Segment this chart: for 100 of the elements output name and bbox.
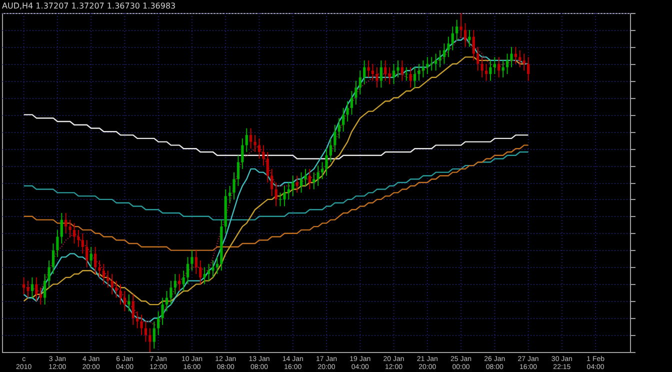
candlestick xyxy=(498,56,500,78)
candlestick xyxy=(165,290,168,312)
candlestick xyxy=(456,19,458,41)
candlestick xyxy=(502,60,504,78)
candlestick xyxy=(480,56,484,78)
candlestick xyxy=(22,276,26,295)
candlestick xyxy=(447,36,450,58)
candlestick xyxy=(152,320,156,350)
candlestick xyxy=(86,240,88,268)
candlestick xyxy=(161,297,164,326)
candlestick xyxy=(527,56,530,82)
candlestick xyxy=(64,212,68,234)
candlestick xyxy=(232,172,236,200)
candlestick xyxy=(514,46,517,64)
candlestick xyxy=(510,46,513,68)
candlestick xyxy=(102,263,105,285)
candlestick xyxy=(157,310,160,336)
candlestick xyxy=(119,284,122,306)
candlestick xyxy=(413,66,416,88)
candlestick xyxy=(170,280,172,306)
candlestick xyxy=(203,266,206,285)
candlestick xyxy=(522,53,526,72)
candlestick xyxy=(128,294,130,312)
candlestick xyxy=(236,154,240,186)
candlestick xyxy=(354,80,358,106)
candlestick xyxy=(283,185,286,207)
candlestick xyxy=(186,256,190,285)
candlestick xyxy=(110,274,114,295)
candlestick xyxy=(254,134,256,152)
candlestick xyxy=(241,138,244,170)
candlestick xyxy=(26,280,30,298)
candlestick xyxy=(115,280,118,298)
candlestick xyxy=(300,172,303,194)
candlestick xyxy=(216,256,219,275)
candlestick xyxy=(90,246,92,268)
candlestick xyxy=(98,260,101,278)
candlestick xyxy=(132,294,134,326)
candlestick xyxy=(468,29,471,48)
candlestick xyxy=(388,66,391,85)
candlestick xyxy=(464,22,467,48)
candlestick xyxy=(430,56,434,72)
candlestick xyxy=(212,260,214,278)
candlestick xyxy=(174,274,176,295)
candlestick xyxy=(270,168,274,197)
candlestick xyxy=(442,43,446,64)
candlestick xyxy=(245,128,248,152)
candlestick xyxy=(518,50,522,68)
candlestick xyxy=(292,175,294,197)
candlestick xyxy=(312,172,316,190)
candlestick xyxy=(484,63,488,82)
candlestick xyxy=(250,128,252,150)
candlestick xyxy=(94,246,97,275)
candlestick xyxy=(207,263,210,282)
candlestick xyxy=(346,100,349,122)
candlestick xyxy=(367,60,370,78)
candlestick xyxy=(308,168,311,190)
candlestick xyxy=(77,229,80,248)
candlestick xyxy=(384,60,387,82)
candlestick xyxy=(304,168,307,186)
chart-title: AUD,H4 1.37207 1.37207 1.36730 1.36983 xyxy=(2,2,176,10)
candlestick xyxy=(380,60,382,88)
candlestick xyxy=(422,60,425,78)
candlestick xyxy=(194,250,198,275)
candlestick xyxy=(438,50,442,68)
candlestick xyxy=(392,63,396,85)
candlestick xyxy=(81,232,84,254)
candlestick xyxy=(56,229,59,258)
candlestick xyxy=(371,63,374,82)
candlestick xyxy=(296,175,298,194)
candlestick xyxy=(190,250,194,272)
candlestick xyxy=(274,182,278,207)
candlestick xyxy=(460,12,462,38)
candlestick xyxy=(258,138,261,160)
candlestick xyxy=(262,144,265,166)
candlestick xyxy=(228,185,232,204)
candlestick xyxy=(363,60,366,85)
candlestick xyxy=(476,46,480,72)
candlestick xyxy=(123,290,126,312)
candlestick xyxy=(199,260,202,285)
candlestick xyxy=(39,287,42,306)
candlestick xyxy=(35,276,38,302)
candlestick xyxy=(376,66,378,88)
candlestick xyxy=(409,66,412,88)
candlestick xyxy=(144,320,148,342)
candlestick xyxy=(278,192,282,207)
candlestick xyxy=(400,60,404,82)
candlestick xyxy=(329,138,332,163)
candlestick xyxy=(325,148,328,176)
candlestick xyxy=(60,212,63,244)
candlestick xyxy=(321,162,324,180)
candlestick xyxy=(106,270,110,288)
candlestick xyxy=(350,90,354,116)
candlestick xyxy=(44,274,46,306)
candlestick xyxy=(140,314,143,336)
candlestick xyxy=(316,165,320,186)
candlestick xyxy=(266,151,269,183)
candlestick xyxy=(48,260,50,288)
candlestick xyxy=(404,66,408,82)
candlestick xyxy=(52,243,55,275)
candlestick xyxy=(342,107,345,132)
